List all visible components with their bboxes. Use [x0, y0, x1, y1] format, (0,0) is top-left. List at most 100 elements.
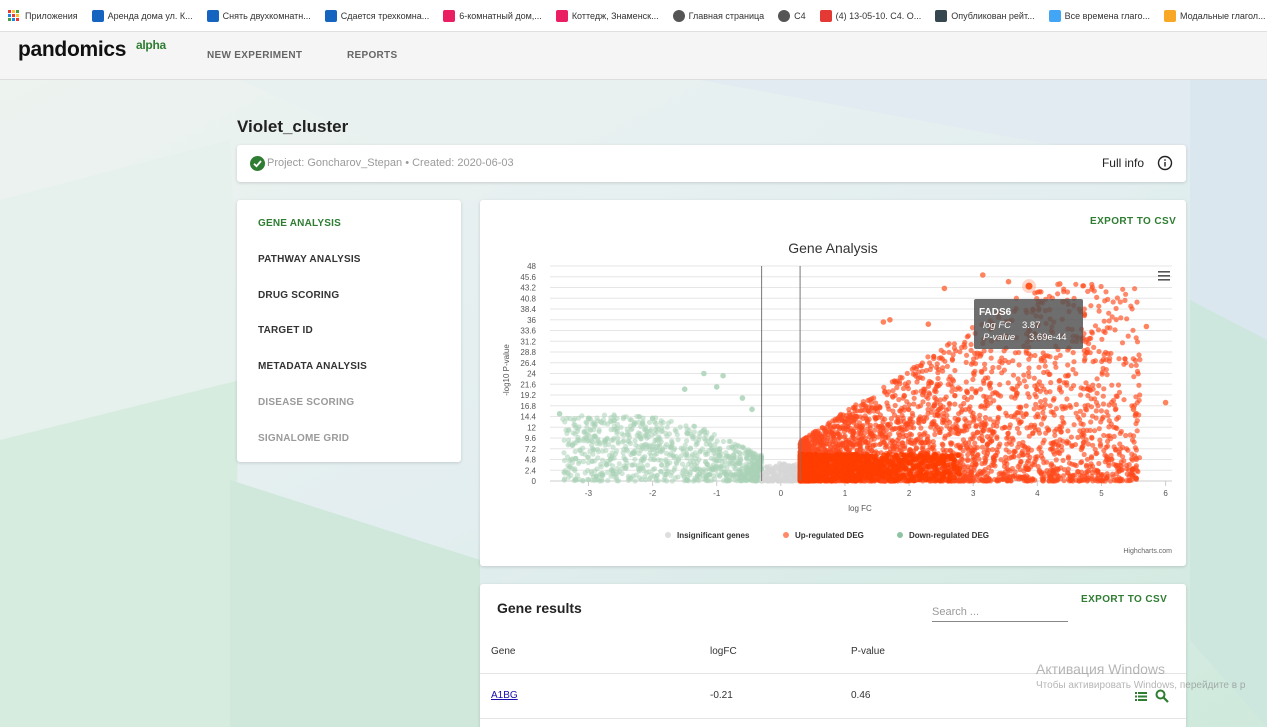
down-regulated-point[interactable] — [575, 415, 581, 421]
down-regulated-point[interactable] — [611, 412, 617, 418]
up-regulated-point[interactable] — [1083, 380, 1089, 386]
up-regulated-point[interactable] — [1117, 441, 1123, 447]
up-regulated-point[interactable] — [1105, 433, 1111, 439]
down-regulated-point[interactable] — [569, 460, 575, 466]
up-regulated-point[interactable] — [1033, 401, 1039, 407]
up-regulated-point[interactable] — [898, 451, 904, 457]
up-regulated-point[interactable] — [928, 424, 934, 430]
down-regulated-point[interactable] — [643, 441, 649, 447]
down-regulated-point[interactable] — [672, 465, 678, 471]
up-regulated-point[interactable] — [858, 403, 864, 409]
up-regulated-point[interactable] — [1113, 446, 1119, 453]
up-regulated-point[interactable] — [961, 428, 967, 434]
up-regulated-point[interactable] — [1085, 288, 1091, 294]
up-regulated-point[interactable] — [1094, 390, 1100, 396]
down-regulated-point[interactable] — [581, 429, 587, 435]
up-regulated-point[interactable] — [1004, 441, 1010, 447]
down-regulated-point[interactable] — [687, 445, 693, 451]
up-regulated-point[interactable] — [971, 456, 978, 463]
down-regulated-point[interactable] — [690, 458, 696, 465]
down-regulated-point[interactable] — [640, 420, 646, 427]
down-regulated-point[interactable] — [644, 470, 650, 476]
up-regulated-point[interactable] — [1067, 402, 1073, 409]
up-regulated-point[interactable] — [987, 394, 993, 400]
bookmark-item[interactable]: Снять двухкомнатн... — [206, 9, 311, 22]
down-regulated-point[interactable] — [614, 430, 620, 436]
up-regulated-point[interactable] — [999, 360, 1005, 366]
up-regulated-point[interactable] — [941, 396, 948, 402]
up-regulated-point[interactable] — [973, 388, 979, 394]
up-regulated-point[interactable] — [1036, 364, 1042, 370]
down-regulated-point[interactable] — [632, 456, 638, 462]
up-regulated-point[interactable] — [1123, 291, 1129, 297]
up-regulated-point[interactable] — [895, 414, 901, 421]
down-regulated-point[interactable] — [560, 416, 566, 422]
down-regulated-point[interactable] — [646, 419, 653, 425]
down-regulated-point[interactable] — [744, 452, 750, 459]
up-regulated-point[interactable] — [934, 412, 940, 418]
down-regulated-point[interactable] — [758, 458, 764, 464]
up-regulated-point[interactable] — [1096, 303, 1102, 309]
up-regulated-point[interactable] — [913, 373, 919, 379]
down-regulated-point[interactable] — [586, 432, 592, 438]
up-regulated-point[interactable] — [1115, 462, 1121, 468]
up-regulated-point[interactable] — [1085, 393, 1091, 399]
up-regulated-point[interactable] — [1079, 444, 1085, 450]
up-regulated-point[interactable] — [1124, 316, 1130, 322]
up-regulated-point[interactable] — [1099, 371, 1105, 377]
up-regulated-point[interactable] — [988, 433, 994, 439]
down-regulated-point[interactable] — [717, 463, 723, 470]
up-regulated-point[interactable] — [952, 393, 958, 399]
up-regulated-point[interactable] — [1025, 391, 1031, 397]
up-regulated-point[interactable] — [1068, 477, 1074, 483]
up-regulated-point[interactable] — [994, 434, 1000, 440]
bookmark-item[interactable]: Опубликован рейт... — [935, 9, 1035, 22]
down-regulated-point[interactable] — [721, 468, 727, 474]
down-regulated-point[interactable] — [694, 466, 700, 472]
up-regulated-point[interactable] — [938, 405, 944, 411]
down-regulated-point[interactable] — [683, 423, 689, 429]
up-regulated-point[interactable] — [887, 446, 893, 452]
up-regulated-point[interactable] — [1073, 371, 1079, 377]
down-regulated-point[interactable] — [708, 477, 715, 484]
up-regulated-point[interactable] — [979, 444, 985, 450]
down-regulated-point[interactable] — [591, 447, 597, 453]
up-regulated-point[interactable] — [875, 414, 881, 421]
down-regulated-point[interactable] — [723, 450, 729, 456]
up-regulated-point[interactable] — [946, 376, 952, 382]
up-regulated-point[interactable] — [1102, 298, 1108, 304]
up-regulated-point[interactable] — [1094, 450, 1100, 456]
up-regulated-point[interactable] — [1061, 289, 1067, 295]
up-regulated-point[interactable] — [1116, 468, 1123, 474]
down-regulated-point[interactable] — [677, 424, 683, 430]
down-regulated-point[interactable] — [714, 463, 720, 470]
down-regulated-point[interactable] — [611, 427, 617, 433]
up-regulated-point[interactable] — [1092, 323, 1099, 329]
up-regulated-point[interactable] — [1040, 475, 1046, 481]
up-regulated-point[interactable] — [1064, 289, 1071, 295]
up-regulated-point[interactable] — [930, 444, 936, 450]
up-regulated-point[interactable] — [872, 457, 878, 463]
up-regulated-point[interactable] — [1081, 439, 1087, 445]
up-regulated-point[interactable] — [995, 414, 1001, 420]
down-regulated-point[interactable] — [594, 466, 600, 472]
up-regulated-point[interactable] — [1015, 376, 1021, 382]
up-regulated-point[interactable] — [1057, 437, 1063, 443]
up-regulated-point[interactable] — [876, 424, 882, 430]
up-regulated-point[interactable] — [1065, 466, 1071, 472]
down-regulated-point[interactable] — [621, 454, 627, 460]
down-regulated-point[interactable] — [600, 457, 606, 463]
up-regulated-point[interactable] — [1025, 478, 1031, 484]
up-regulated-point[interactable] — [910, 390, 916, 396]
up-regulated-point[interactable] — [1133, 447, 1139, 453]
up-regulated-point[interactable] — [1101, 447, 1107, 454]
up-regulated-point[interactable] — [981, 449, 987, 455]
up-regulated-point[interactable] — [956, 411, 962, 417]
up-regulated-point[interactable] — [1105, 413, 1111, 419]
up-regulated-point[interactable] — [971, 418, 977, 424]
up-regulated-point[interactable] — [1068, 434, 1074, 440]
up-regulated-point[interactable] — [1096, 308, 1102, 314]
up-regulated-point[interactable] — [1098, 283, 1104, 290]
down-regulated-point[interactable] — [703, 437, 709, 443]
up-regulated-point[interactable] — [1006, 449, 1012, 455]
